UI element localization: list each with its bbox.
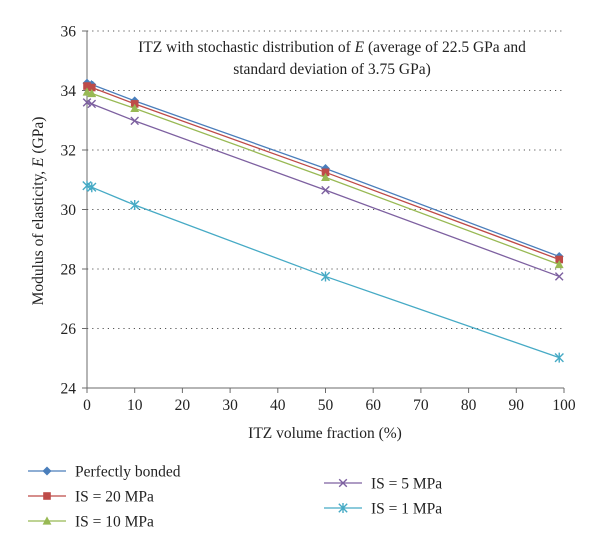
legend-item: Perfectly bonded xyxy=(28,464,181,481)
legend-item: IS = 10 MPa xyxy=(28,514,154,531)
data-point xyxy=(82,87,92,96)
axis-labels: ITZ volume fraction (%) Modulus of elast… xyxy=(30,117,402,442)
data-point xyxy=(87,83,96,92)
series-layer xyxy=(82,78,564,363)
data-point xyxy=(82,98,92,107)
x-tick-label: 80 xyxy=(461,397,477,414)
legend-item: IS = 5 MPa xyxy=(324,476,442,493)
x-tick-label: 60 xyxy=(365,397,381,414)
data-point xyxy=(338,478,348,488)
x-tick-label: 40 xyxy=(270,397,286,414)
data-point xyxy=(87,99,97,109)
x-tick-label: 30 xyxy=(222,397,238,414)
data-point xyxy=(83,82,91,90)
data-point xyxy=(554,352,564,363)
data-point xyxy=(130,200,140,211)
data-point xyxy=(87,182,97,193)
series-4 xyxy=(82,98,564,281)
legend-label: IS = 20 MPa xyxy=(75,489,154,506)
x-tick-label: 10 xyxy=(127,397,143,414)
data-point xyxy=(42,516,52,525)
series-2 xyxy=(83,82,564,264)
data-point xyxy=(554,272,564,281)
legend-label: IS = 10 MPa xyxy=(75,514,154,531)
x-tick-label: 70 xyxy=(413,397,429,414)
y-tick-label: 30 xyxy=(61,202,77,219)
annotation-line-2: standard deviation of 3.75 GPa) xyxy=(233,61,431,78)
x-tick-label: 90 xyxy=(509,397,525,414)
x-tick-label: 20 xyxy=(175,397,191,414)
y-tick-label: 32 xyxy=(61,143,77,160)
series-5 xyxy=(82,180,564,363)
data-point xyxy=(321,172,330,181)
data-point xyxy=(338,503,348,513)
y-tick-label: 34 xyxy=(61,83,77,100)
data-point xyxy=(42,466,52,476)
chart-annotation: ITZ with stochastic distribution of E (a… xyxy=(92,37,572,81)
legend-label: Perfectly bonded xyxy=(75,464,181,481)
data-point xyxy=(555,255,564,264)
legend: Perfectly bonded IS = 20 MPa IS = 10 MPa IS… xyxy=(28,464,442,531)
y-tick-label: 36 xyxy=(61,24,77,41)
y-tick-label: 24 xyxy=(61,381,77,398)
y-tick-label: 28 xyxy=(61,262,77,279)
y-tick-label: 26 xyxy=(61,321,77,338)
data-point xyxy=(87,88,97,98)
legend-label: IS = 1 MPa xyxy=(371,501,442,518)
data-point xyxy=(43,492,51,500)
x-axis-title: ITZ volume fraction (%) xyxy=(248,425,402,442)
axes: 24 26 28 30 32 34 36 0 10 20 30 40 50 60 70 80 90 100 xyxy=(61,24,576,415)
y-axis-title: Modulus of elasticity, E (GPa) xyxy=(30,117,47,306)
x-tick-label: 50 xyxy=(318,397,334,414)
data-point xyxy=(130,103,140,112)
data-point xyxy=(321,185,330,195)
data-point xyxy=(130,116,139,126)
legend-item: IS = 1 MPa xyxy=(324,501,442,518)
legend-item: IS = 20 MPa xyxy=(28,489,154,506)
data-point xyxy=(554,259,564,269)
series-3 xyxy=(82,87,564,269)
annotation-line-1: ITZ with stochastic distribution of E (a… xyxy=(138,39,526,56)
series-line xyxy=(86,101,560,278)
data-point xyxy=(321,168,330,177)
x-tick-label: 0 xyxy=(83,397,91,414)
data-point xyxy=(320,271,331,282)
series-line xyxy=(86,185,560,359)
x-tick-label: 100 xyxy=(552,397,576,414)
legend-label: IS = 5 MPa xyxy=(371,476,442,493)
